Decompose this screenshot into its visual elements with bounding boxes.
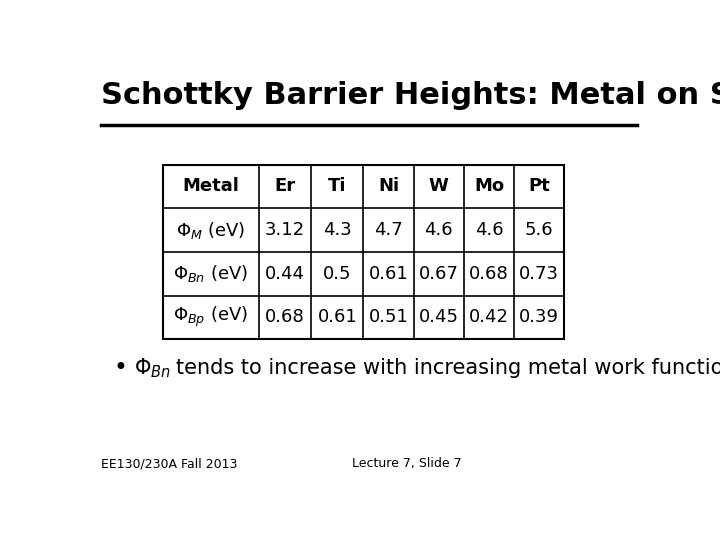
Text: Er: Er xyxy=(274,178,296,195)
Text: Ti: Ti xyxy=(328,178,346,195)
Text: 0.5: 0.5 xyxy=(323,265,351,283)
Text: $\Phi_M$ (eV): $\Phi_M$ (eV) xyxy=(176,220,246,241)
Text: Metal: Metal xyxy=(182,178,239,195)
Text: 0.68: 0.68 xyxy=(265,308,305,326)
Text: EE130/230A Fall 2013: EE130/230A Fall 2013 xyxy=(101,457,238,470)
Text: 5.6: 5.6 xyxy=(525,221,554,239)
Text: 4.7: 4.7 xyxy=(374,221,403,239)
Text: 0.44: 0.44 xyxy=(265,265,305,283)
Text: 0.39: 0.39 xyxy=(519,308,559,326)
Text: Mo: Mo xyxy=(474,178,504,195)
Text: 0.45: 0.45 xyxy=(419,308,459,326)
Text: 0.67: 0.67 xyxy=(419,265,459,283)
Text: Pt: Pt xyxy=(528,178,550,195)
Text: 0.73: 0.73 xyxy=(519,265,559,283)
Text: 0.51: 0.51 xyxy=(369,308,408,326)
Text: Lecture 7, Slide 7: Lecture 7, Slide 7 xyxy=(352,457,462,470)
Text: 0.68: 0.68 xyxy=(469,265,509,283)
Text: 3.12: 3.12 xyxy=(265,221,305,239)
Text: 4.6: 4.6 xyxy=(474,221,503,239)
Text: •: • xyxy=(114,356,127,380)
Text: W: W xyxy=(429,178,449,195)
Text: tends to increase with increasing metal work function: tends to increase with increasing metal … xyxy=(176,359,720,379)
Text: $\Phi_{Bp}$ (eV): $\Phi_{Bp}$ (eV) xyxy=(174,305,248,329)
Text: 4.3: 4.3 xyxy=(323,221,351,239)
Text: Schottky Barrier Heights: Metal on Si: Schottky Barrier Heights: Metal on Si xyxy=(101,82,720,111)
Text: $\Phi_{Bn}$ (eV): $\Phi_{Bn}$ (eV) xyxy=(174,263,248,284)
Text: 0.61: 0.61 xyxy=(369,265,408,283)
Text: 4.6: 4.6 xyxy=(424,221,453,239)
Text: $\Phi_{Bn}$: $\Phi_{Bn}$ xyxy=(133,356,171,380)
Bar xyxy=(163,165,564,339)
Text: 0.61: 0.61 xyxy=(318,308,357,326)
Text: Ni: Ni xyxy=(378,178,399,195)
Text: 0.42: 0.42 xyxy=(469,308,509,326)
